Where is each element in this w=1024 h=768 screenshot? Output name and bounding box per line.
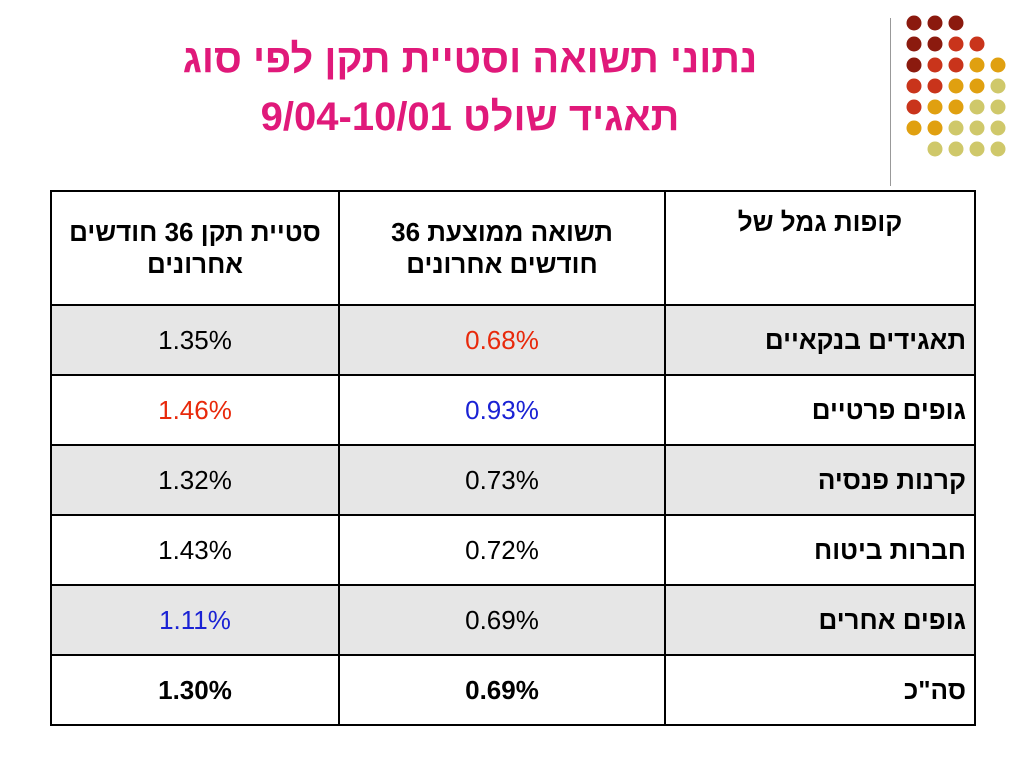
decorative-dot (906, 78, 922, 94)
decorative-dot (969, 36, 985, 52)
decorative-dot (990, 78, 1006, 94)
title-line-2: תאגיד שולט 9/04-10/01 (260, 95, 680, 139)
decorative-dot (969, 99, 985, 115)
avg-return-cell: 0.93% (338, 374, 666, 446)
decorative-dot (927, 57, 943, 73)
avg-return-cell: 0.72% (338, 514, 666, 586)
table-row: קרנות פנסיה 0.73% 1.32% (50, 444, 976, 516)
avg-return-cell: 0.68% (338, 304, 666, 376)
decorative-dot (990, 141, 1006, 157)
header-avg-return: תשואה ממוצעת 36 חודשים אחרונים (338, 190, 666, 306)
row-label: קרנות פנסיה (664, 444, 976, 516)
decorative-dot (948, 36, 964, 52)
decorative-dot (990, 120, 1006, 136)
table-row: גופים אחרים 0.69% 1.11% (50, 584, 976, 656)
decorative-dot (969, 120, 985, 136)
decorative-dot (927, 15, 943, 31)
decorative-dot (906, 36, 922, 52)
returns-table: קופות גמל של תשואה ממוצעת 36 חודשים אחרו… (50, 190, 976, 726)
std-dev-cell: 1.43% (50, 514, 340, 586)
table-row: חברות ביטוח 0.72% 1.43% (50, 514, 976, 586)
decorative-dot (948, 78, 964, 94)
std-dev-cell: 1.35% (50, 304, 340, 376)
decorative-dot (906, 120, 922, 136)
decorative-dot (927, 120, 943, 136)
avg-return-cell: 0.69% (338, 584, 666, 656)
decorative-dot (969, 141, 985, 157)
std-dev-cell: 1.46% (50, 374, 340, 446)
decorative-dot (906, 15, 922, 31)
std-dev-cell: 1.32% (50, 444, 340, 516)
decorative-dot (990, 57, 1006, 73)
decorative-dot (948, 120, 964, 136)
header-std-dev: סטיית תקן 36 חודשים אחרונים (50, 190, 340, 306)
decorative-dot (927, 141, 943, 157)
decorative-dot (927, 99, 943, 115)
decorative-dot (969, 57, 985, 73)
row-label: חברות ביטוח (664, 514, 976, 586)
header-fund-type: קופות גמל של (664, 190, 976, 306)
row-label: תאגידים בנקאיים (664, 304, 976, 376)
std-dev-cell: 1.30% (50, 654, 340, 726)
std-dev-cell: 1.11% (50, 584, 340, 656)
decorative-dot (948, 57, 964, 73)
decorative-dot (948, 15, 964, 31)
table-row: גופים פרטיים 0.93% 1.46% (50, 374, 976, 446)
decorative-dot (927, 36, 943, 52)
avg-return-cell: 0.73% (338, 444, 666, 516)
decorative-dot (990, 99, 1006, 115)
slide-title: נתוני תשואה וסטיית תקן לפי סוג תאגיד שול… (60, 30, 880, 146)
title-divider (890, 18, 891, 186)
decorative-dot (906, 57, 922, 73)
table-total-row: סה"כ 0.69% 1.30% (50, 654, 976, 726)
decorative-dot (906, 99, 922, 115)
dot-grid-graphic (906, 15, 1006, 157)
row-label: סה"כ (664, 654, 976, 726)
decorative-dot (948, 99, 964, 115)
avg-return-cell: 0.69% (338, 654, 666, 726)
decorative-dot (969, 78, 985, 94)
title-line-1: נתוני תשואה וסטיית תקן לפי סוג (182, 37, 758, 81)
decorative-dot-grid (904, 14, 1014, 174)
decorative-dot (948, 141, 964, 157)
row-label: גופים אחרים (664, 584, 976, 656)
table-header-row: קופות גמל של תשואה ממוצעת 36 חודשים אחרו… (50, 190, 976, 306)
decorative-dot (927, 78, 943, 94)
table-row: תאגידים בנקאיים 0.68% 1.35% (50, 304, 976, 376)
row-label: גופים פרטיים (664, 374, 976, 446)
